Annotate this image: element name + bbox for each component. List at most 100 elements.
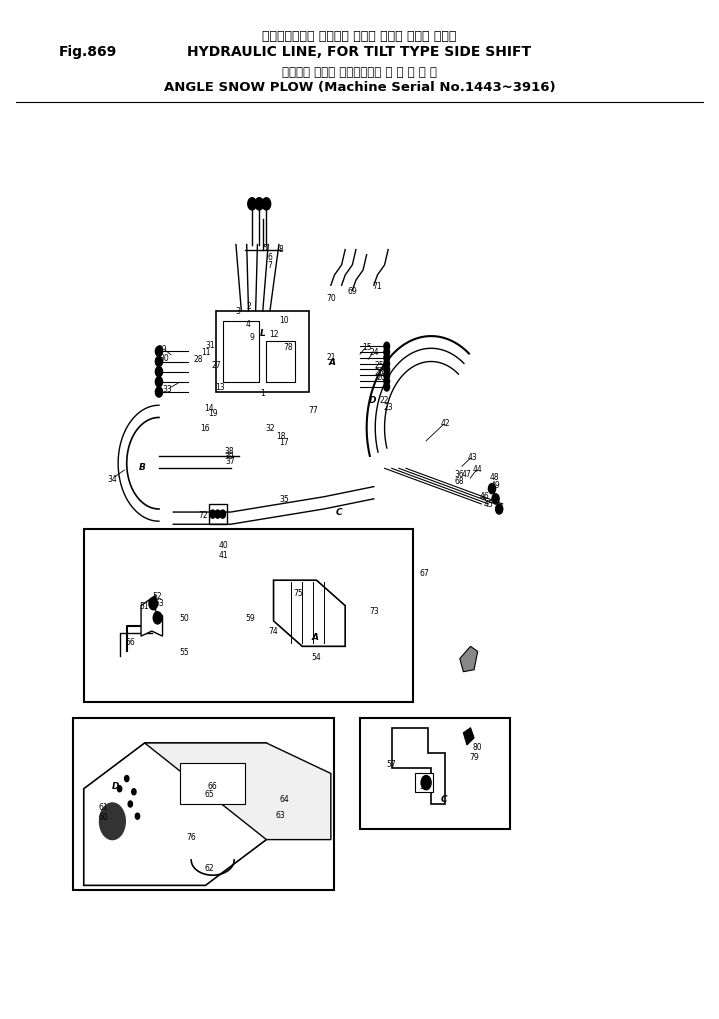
Text: 53: 53 [154,598,164,607]
Text: 55: 55 [179,647,189,656]
Text: 72: 72 [198,511,209,519]
Text: 40: 40 [219,540,229,549]
Circle shape [384,383,390,391]
Text: Fig.869: Fig.869 [59,45,117,59]
Circle shape [421,775,431,790]
Text: 36: 36 [455,470,464,479]
Text: 30: 30 [160,354,170,363]
Text: 8: 8 [278,245,283,254]
Text: A: A [311,632,319,641]
Text: 23: 23 [383,403,393,412]
Text: 25: 25 [374,361,384,370]
Text: 47: 47 [462,470,472,479]
Text: 60: 60 [99,812,108,821]
Text: 22: 22 [380,395,389,405]
Circle shape [384,378,390,386]
Circle shape [132,789,136,795]
Text: 16: 16 [201,424,211,433]
Text: 32: 32 [265,424,275,433]
Text: 74: 74 [269,626,278,635]
Polygon shape [459,647,477,673]
Circle shape [384,342,390,351]
Text: 63: 63 [276,810,285,819]
Text: 48: 48 [490,473,499,481]
Circle shape [248,199,257,211]
Text: 49: 49 [490,481,500,489]
Circle shape [215,511,221,519]
Text: C: C [441,795,447,804]
Circle shape [384,361,390,369]
Text: 41: 41 [219,550,228,559]
Text: 70: 70 [326,293,336,303]
Text: 24: 24 [369,347,379,357]
Circle shape [262,199,270,211]
Text: D: D [369,395,376,405]
Circle shape [384,372,390,380]
Circle shape [155,377,162,387]
Text: 80: 80 [473,742,482,751]
Text: 75: 75 [294,588,303,597]
Text: 45: 45 [484,500,493,508]
Text: C: C [336,507,343,516]
Text: ANGLE SNOW PLOW (Machine Serial No.1443~3916): ANGLE SNOW PLOW (Machine Serial No.1443~… [164,82,555,95]
Text: 67: 67 [419,568,429,577]
Circle shape [384,348,390,357]
Polygon shape [180,763,245,804]
Text: 64: 64 [280,795,289,804]
Circle shape [153,612,162,625]
Text: 58: 58 [419,782,429,791]
Bar [209,504,227,525]
Text: 18: 18 [276,432,285,441]
Polygon shape [463,728,474,745]
Polygon shape [273,581,345,647]
Text: 37: 37 [226,457,235,466]
Text: 56: 56 [125,637,135,646]
Text: 73: 73 [369,606,379,615]
Circle shape [117,786,122,792]
Text: 27: 27 [211,361,221,370]
Text: 19: 19 [208,409,217,418]
Bar [360,717,510,829]
Circle shape [135,813,139,819]
Text: 78: 78 [283,342,293,352]
Text: 68: 68 [455,477,464,485]
Text: 61: 61 [99,802,108,811]
Circle shape [220,511,226,519]
Text: 59: 59 [246,613,255,623]
Circle shape [384,366,390,374]
Text: 5: 5 [262,244,267,253]
Text: 6: 6 [267,253,273,262]
Text: 11: 11 [201,347,210,357]
Text: L: L [260,328,266,337]
Text: 33: 33 [162,385,173,394]
Text: 79: 79 [470,752,479,761]
Circle shape [155,357,162,367]
Text: 44: 44 [473,465,482,474]
Bar [216,312,309,392]
Text: 57: 57 [387,759,397,768]
Text: 31: 31 [206,340,215,350]
Bar [73,717,334,891]
Text: 62: 62 [204,863,214,871]
Text: 7: 7 [267,261,273,270]
Text: 43: 43 [468,452,477,462]
Text: 71: 71 [372,281,383,290]
Text: 2: 2 [246,302,251,311]
Text: 65: 65 [204,790,214,799]
Circle shape [155,387,162,397]
Text: 69: 69 [347,286,357,296]
Circle shape [384,355,390,363]
Text: 51: 51 [139,601,150,610]
Circle shape [99,803,125,840]
Text: 76: 76 [186,833,196,842]
Text: アングル スノー プラウ用（本 体 適 用 号 機: アングル スノー プラウ用（本 体 適 用 号 機 [282,66,437,79]
Text: 28: 28 [193,355,203,364]
Text: 13: 13 [215,383,224,392]
Text: A: A [329,358,336,367]
Bar [83,530,413,702]
Text: 35: 35 [280,495,289,503]
Circle shape [155,346,162,357]
Polygon shape [141,596,162,637]
Polygon shape [83,743,267,886]
Text: B: B [138,463,145,472]
